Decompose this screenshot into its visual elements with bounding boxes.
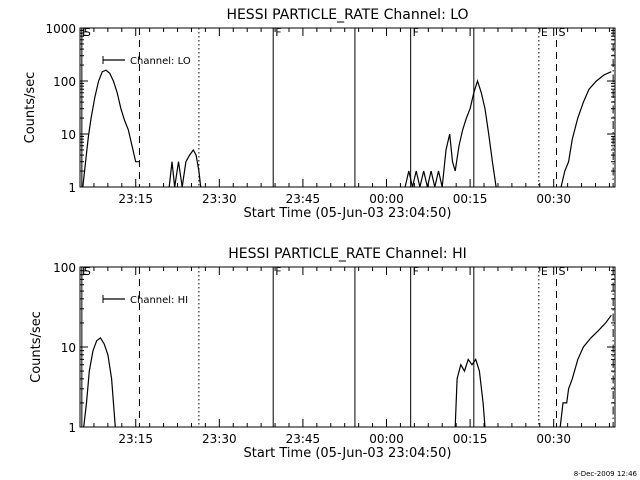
event-marker-label: E bbox=[541, 265, 548, 278]
series-line bbox=[168, 148, 202, 188]
series-line bbox=[560, 71, 612, 188]
y-tick-label: 1 bbox=[68, 421, 76, 435]
plot-frame bbox=[79, 266, 616, 428]
x-tick-label: 23:45 bbox=[286, 192, 321, 206]
event-marker-label: E bbox=[541, 26, 548, 39]
y-tick-label: 100 bbox=[53, 261, 76, 275]
x-tick-label: 00:30 bbox=[536, 432, 571, 446]
legend-label: Channel: LO bbox=[130, 56, 191, 67]
event-marker-label: S bbox=[84, 265, 91, 278]
event-marker-label: S bbox=[558, 26, 565, 39]
x-tick-label: 00:00 bbox=[369, 192, 404, 206]
event-marker-label: F bbox=[413, 265, 419, 278]
series-line bbox=[83, 337, 116, 428]
x-tick-label: 23:30 bbox=[202, 192, 237, 206]
x-tick-label: 00:30 bbox=[536, 192, 571, 206]
plot-frame bbox=[79, 27, 616, 188]
legend-label: Channel: HI bbox=[130, 295, 188, 306]
series-line bbox=[559, 314, 612, 428]
y-tick-label: 10 bbox=[61, 341, 76, 355]
y-tick-label: 1000 bbox=[45, 22, 76, 36]
series-line bbox=[454, 358, 486, 428]
x-tick-label: 23:15 bbox=[118, 192, 153, 206]
event-marker-label: F bbox=[275, 265, 281, 278]
y-tick-label: 1 bbox=[68, 181, 76, 195]
event-marker-label: E bbox=[82, 26, 89, 39]
event-marker-label: E bbox=[82, 265, 89, 278]
x-tick-label: 23:45 bbox=[286, 432, 321, 446]
y-tick-label: 100 bbox=[53, 75, 76, 89]
event-marker-label: S bbox=[84, 26, 91, 39]
series-line bbox=[82, 69, 140, 188]
event-marker-label: S bbox=[558, 265, 565, 278]
y-axis-label: Counts/sec bbox=[23, 72, 38, 144]
panel-lo: HESSI PARTICLE_RATE Channel: LO 1 10 100 100… bbox=[23, 7, 616, 221]
x-axis-label: Start Time (05-Jun-03 23:04:50) bbox=[244, 206, 452, 221]
y-tick-label: 10 bbox=[61, 128, 76, 142]
y-axis-label: Counts/sec bbox=[29, 311, 44, 383]
panel-hi: HESSI PARTICLE_RATE Channel: HI 1 10 100 23:… bbox=[29, 246, 616, 461]
x-tick-label: 23:15 bbox=[118, 432, 153, 446]
event-marker-label: F bbox=[413, 26, 419, 39]
footer-timestamp: 8-Dec-2009 12:46 bbox=[574, 470, 638, 478]
x-tick-label: 23:30 bbox=[202, 432, 237, 446]
x-axis-label: Start Time (05-Jun-03 23:04:50) bbox=[244, 446, 452, 461]
chart-title: HESSI PARTICLE_RATE Channel: HI bbox=[228, 246, 466, 262]
event-marker-label: F bbox=[275, 26, 281, 39]
x-tick-label: 00:15 bbox=[453, 432, 488, 446]
series-line bbox=[404, 79, 497, 188]
x-tick-label: 00:15 bbox=[453, 192, 488, 206]
x-tick-label: 00:00 bbox=[369, 432, 404, 446]
chart-title: HESSI PARTICLE_RATE Channel: LO bbox=[226, 7, 468, 23]
